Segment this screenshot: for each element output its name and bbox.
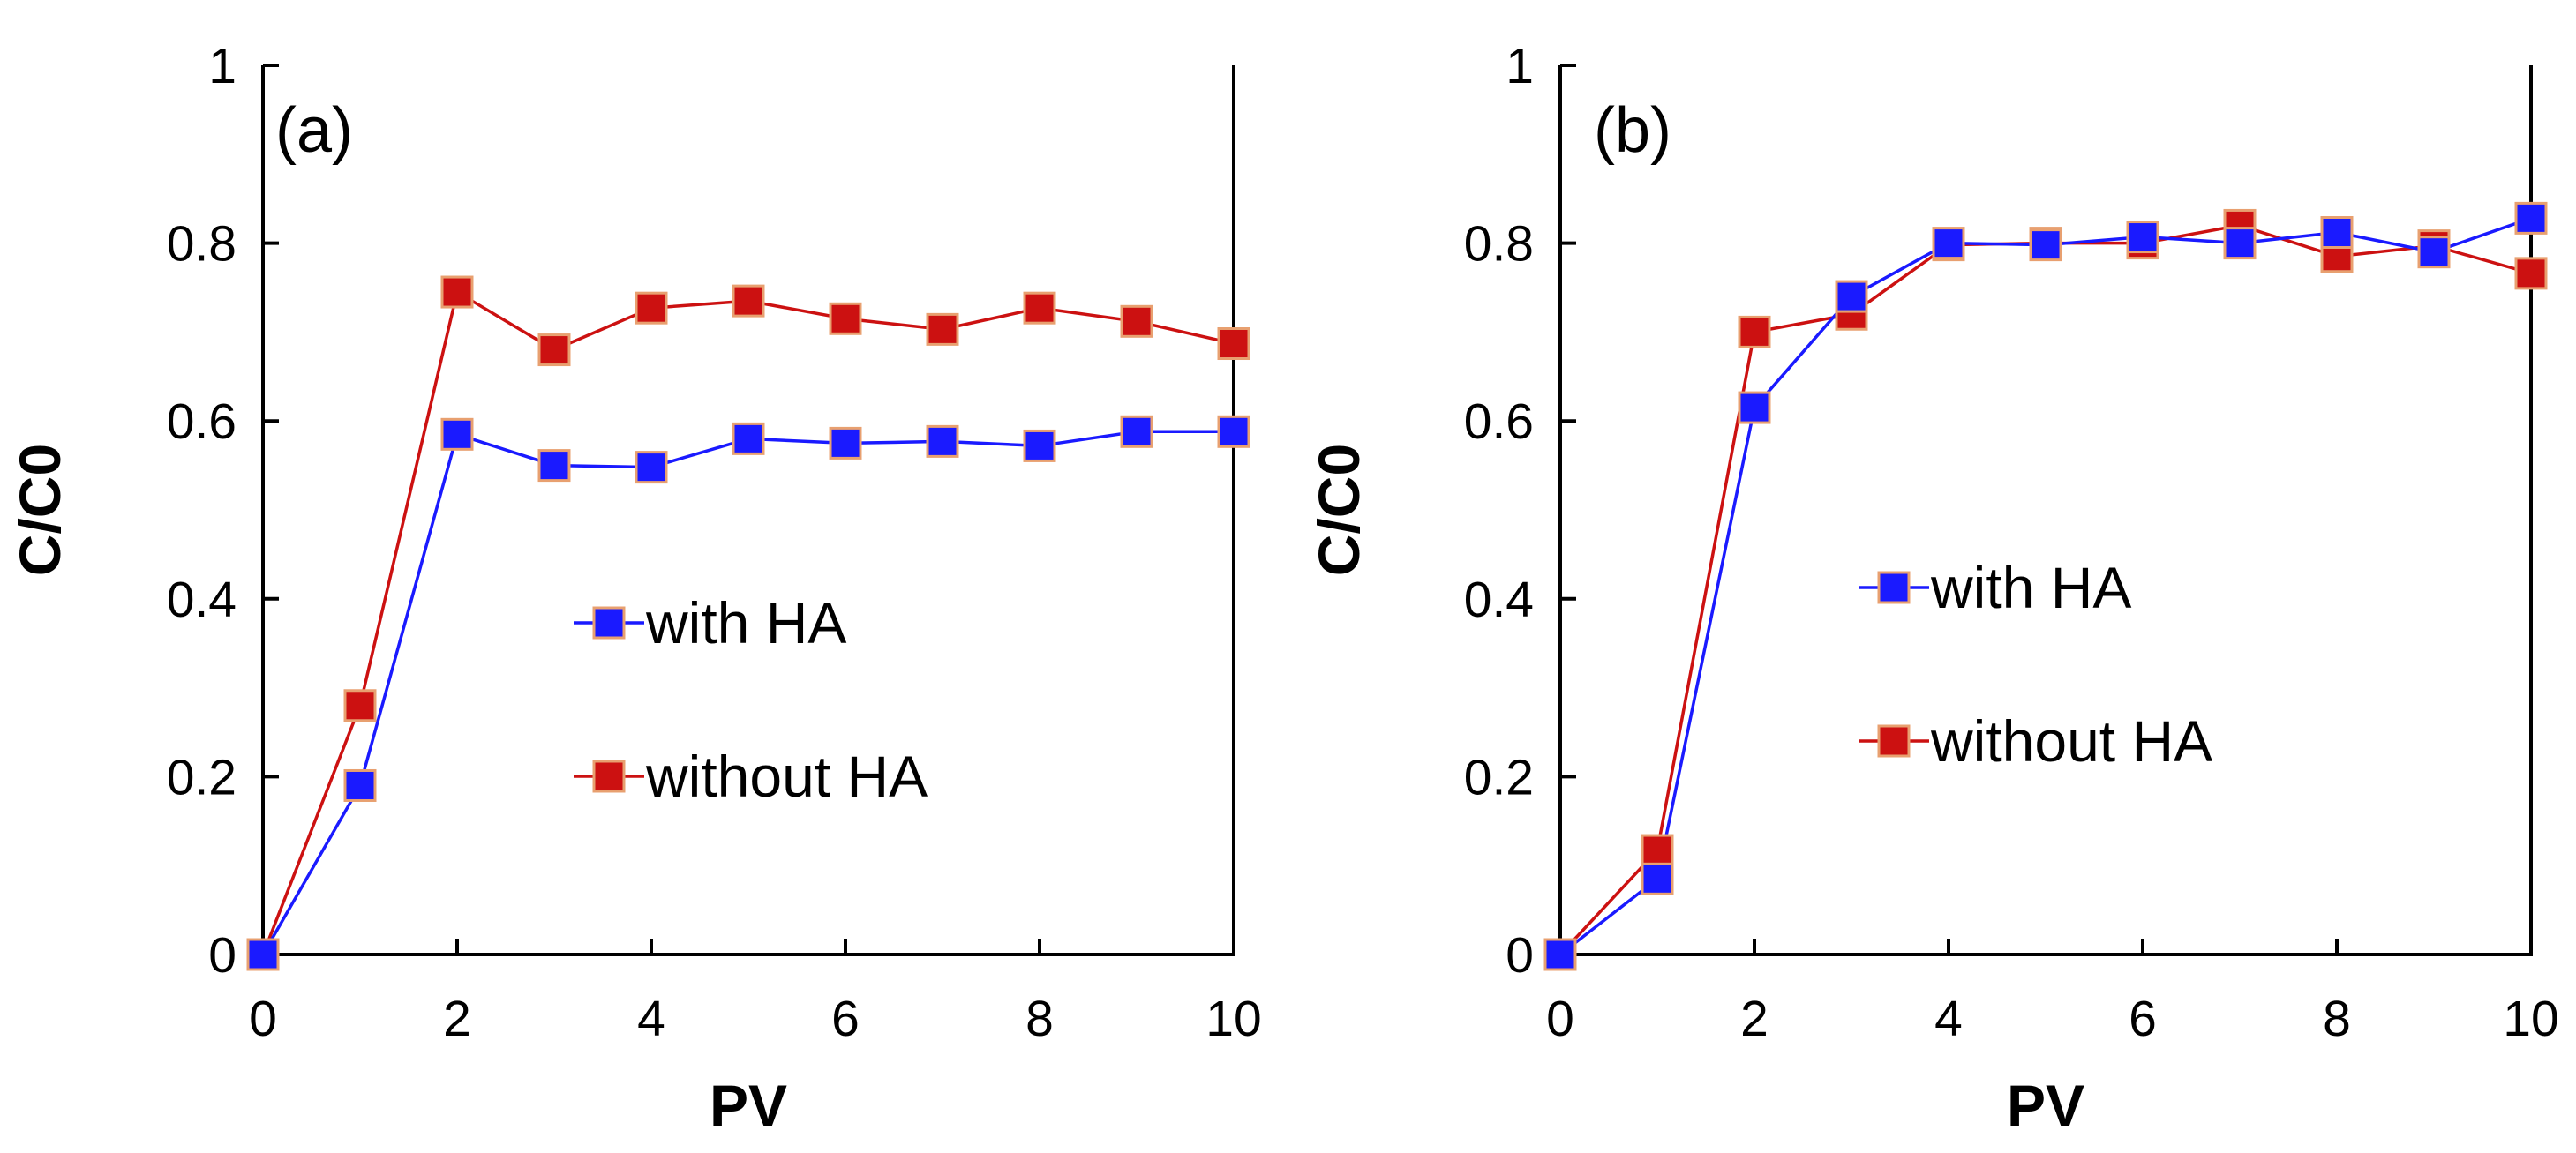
data-point-with-ha (2029, 228, 2062, 262)
data-point-with-ha (1120, 415, 1153, 448)
panel-label: (b) (1594, 95, 1671, 166)
x-tick-label: 10 (1205, 991, 1261, 1047)
legend-item-without-ha: without HA (1859, 708, 2212, 774)
plot-frame (261, 65, 1235, 956)
y-tick-label: 1 (208, 38, 237, 94)
legend-label: with HA (1930, 555, 2131, 620)
data-point-with-ha (829, 426, 862, 460)
data-point-with-ha (1835, 280, 1868, 313)
legend-label: without HA (1930, 708, 2212, 774)
data-point-without-ha (343, 689, 377, 722)
data-point-without-ha (440, 275, 474, 309)
legend-item-without-ha: without HA (574, 744, 928, 809)
x-tick-label: 2 (1740, 991, 1769, 1047)
y-tick-label: 0.4 (167, 572, 237, 628)
x-tick-label: 8 (1025, 991, 1054, 1047)
x-tick-label: 8 (2323, 991, 2351, 1047)
data-point-with-ha (1932, 227, 1965, 260)
data-point-with-ha (1217, 415, 1250, 448)
data-point-with-ha (1543, 938, 1577, 971)
y-tick-label: 0.6 (1464, 393, 1534, 450)
y-tick-label: 0.8 (1464, 216, 1534, 273)
data-point-without-ha (1217, 327, 1250, 361)
y-tick-label: 1 (1506, 38, 1534, 94)
data-point-without-ha (926, 312, 959, 346)
y-tick-label: 0.8 (167, 216, 237, 273)
y-axis-title: C/C0 (7, 444, 72, 576)
y-tick-label: 0 (208, 927, 237, 984)
panel-label: (a) (275, 95, 353, 166)
data-point-without-ha (1023, 291, 1056, 325)
y-tick-label: 0.2 (1464, 749, 1534, 805)
series-line-with-ha (261, 430, 1234, 955)
data-point-without-ha (1120, 304, 1153, 338)
legend-marker (1877, 571, 1911, 604)
legend-label: without HA (645, 744, 928, 809)
legend-label: with HA (645, 590, 846, 655)
y-axis-title: C/C0 (1306, 444, 1371, 576)
data-point-with-ha (2514, 201, 2548, 235)
y-tick-label: 0.4 (1464, 572, 1534, 628)
legend-item-with-ha: with HA (1859, 555, 2131, 620)
data-point-with-ha (343, 768, 377, 802)
legend-marker (592, 606, 626, 640)
data-point-with-ha (246, 938, 280, 971)
data-point-without-ha (537, 333, 571, 367)
legend-marker (1877, 724, 1911, 758)
y-tick-label: 0.6 (167, 393, 237, 450)
x-tick-label: 0 (1546, 991, 1574, 1047)
legend-item-with-ha: with HA (574, 590, 846, 655)
data-point-without-ha (1641, 834, 1674, 867)
data-point-without-ha (2514, 257, 2548, 290)
data-point-without-ha (829, 302, 862, 335)
data-point-without-ha (732, 284, 765, 318)
legend-marker (592, 760, 626, 793)
data-point-with-ha (440, 417, 474, 451)
data-point-without-ha (635, 291, 668, 325)
x-axis-title: PV (710, 1073, 787, 1138)
data-point-with-ha (1738, 391, 1771, 424)
data-point-with-ha (732, 422, 765, 455)
data-point-without-ha (1738, 315, 1771, 348)
x-axis-title: PV (2007, 1073, 2084, 1138)
data-point-with-ha (926, 424, 959, 458)
x-tick-label: 6 (831, 991, 860, 1047)
data-point-with-ha (635, 451, 668, 484)
x-tick-label: 6 (2129, 991, 2157, 1047)
x-tick-label: 4 (637, 991, 665, 1047)
data-point-with-ha (1641, 862, 1674, 895)
data-point-with-ha (2223, 227, 2257, 260)
y-tick-label: 0 (1506, 927, 1534, 984)
x-tick-label: 4 (1934, 991, 1963, 1047)
data-point-with-ha (1023, 429, 1056, 462)
x-tick-label: 10 (2503, 991, 2558, 1047)
data-point-with-ha (2320, 216, 2354, 250)
x-tick-label: 0 (249, 991, 277, 1047)
data-point-with-ha (537, 449, 571, 483)
x-tick-label: 2 (443, 991, 471, 1047)
data-point-with-ha (2417, 236, 2451, 269)
y-tick-label: 0.2 (167, 749, 237, 805)
plot-frame (1558, 65, 2533, 956)
data-point-with-ha (2126, 221, 2159, 254)
